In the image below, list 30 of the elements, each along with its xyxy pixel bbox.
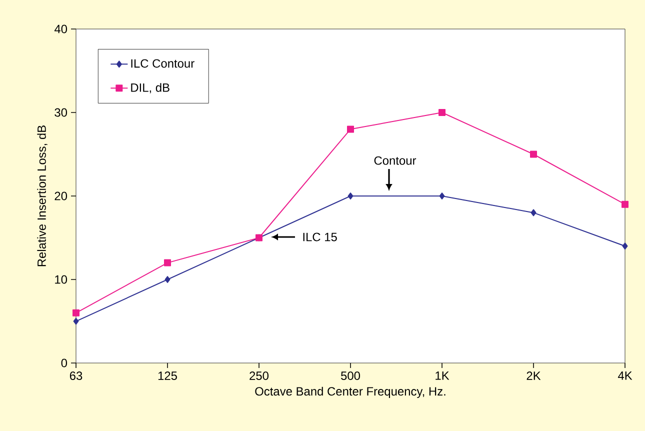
point (73, 318, 79, 325)
x-tick-label: 500 (341, 372, 360, 380)
point (530, 150, 538, 158)
point (530, 209, 536, 216)
point (438, 109, 446, 116)
x-tick-label: 63 (70, 372, 82, 380)
point (164, 276, 170, 283)
point (622, 242, 628, 250)
y-tick-label: 0 (61, 358, 68, 368)
annotation: ILC 15 (303, 232, 337, 242)
x-tick-label: 125 (158, 372, 177, 380)
point (347, 126, 354, 133)
y-tick-label: 40 (54, 24, 68, 34)
point (439, 192, 445, 200)
y-tick-label: 20 (54, 192, 68, 200)
legend-label: ILC Contour (131, 59, 194, 68)
point (348, 192, 354, 200)
x-tick-label: 250 (250, 372, 269, 380)
legend-label: DIL, dB (131, 83, 170, 94)
x-tick-label: 4K (618, 372, 632, 380)
annotation: Contour (374, 156, 416, 165)
x-tick-label: 1K (436, 372, 450, 380)
point (72, 309, 80, 316)
x-axis-title: Octave Band Center Frequency, Hz. (255, 386, 446, 398)
y-tick-label: 10 (55, 275, 68, 284)
y-tick-label: 30 (54, 108, 68, 117)
point (622, 200, 629, 208)
y-axis-title: Relative Insertion Loss, dB (37, 126, 48, 266)
point (164, 259, 172, 266)
x-tick-label: 2K (526, 372, 541, 380)
